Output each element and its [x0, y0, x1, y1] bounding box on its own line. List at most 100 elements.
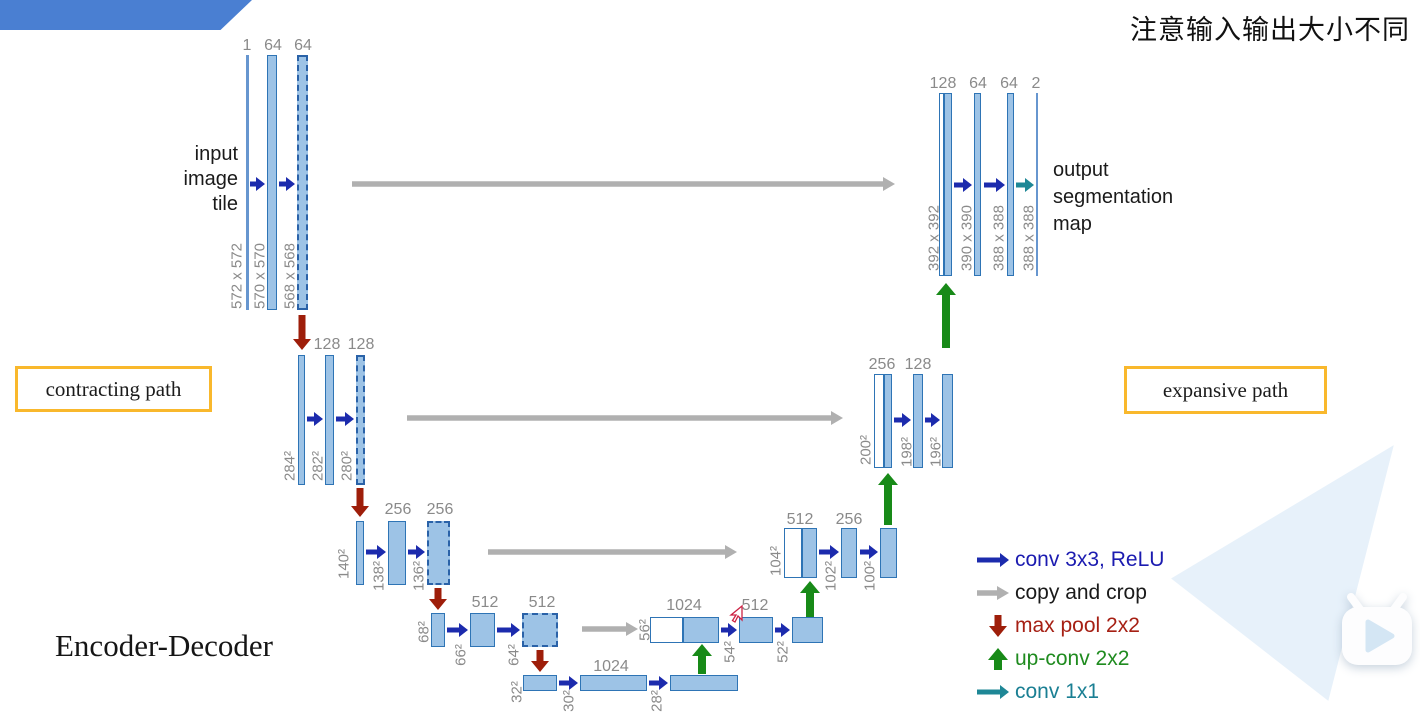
conv-arrow [649, 676, 668, 690]
feature-map-box [739, 617, 773, 643]
channel-count-label: 256 [426, 501, 454, 518]
legend-label: conv 1x1 [1015, 679, 1100, 703]
feature-map-box [974, 93, 981, 276]
legend-label: up-conv 2x2 [1015, 646, 1130, 670]
spatial-size-label: 102² [822, 560, 840, 592]
spatial-size-label: 282² [309, 450, 327, 482]
conv-arrow [775, 623, 790, 637]
channel-count-label: 256 [868, 356, 896, 373]
feature-map-box [431, 613, 445, 647]
output-segmentation-map-label: output segmentation map [1053, 157, 1173, 238]
spatial-size-label: 388 x 388 [990, 205, 1008, 271]
output-label-line: output [1053, 159, 1109, 181]
legend-item-conv1: conv 1x1 [972, 675, 1164, 708]
tv-play-icon [1342, 593, 1412, 665]
conv-arrow [819, 545, 839, 559]
channel-count-label: 128 [313, 336, 341, 353]
feature-map-box [670, 675, 738, 691]
mouse-cursor-shape [729, 604, 743, 623]
spatial-size-label: 568 x 568 [281, 243, 299, 309]
conv1x1-arrow-icon [972, 677, 1012, 707]
legend-item-up: up-conv 2x2 [972, 642, 1164, 675]
input-image-tile-label: input image tile [120, 142, 238, 217]
spatial-size-label: 56² [636, 619, 654, 641]
channel-count-label: 512 [741, 597, 769, 614]
legend-item-pool: max pool 2x2 [972, 609, 1164, 642]
feature-map-box [802, 528, 817, 578]
feature-map-box [784, 528, 802, 578]
conv-arrow [925, 413, 940, 427]
feature-map-box [580, 675, 647, 691]
channel-count-label: 128 [929, 75, 957, 92]
feature-map-box [880, 528, 897, 578]
channel-count-label: 64 [969, 75, 987, 92]
legend-item-conv: conv 3x3, ReLU [972, 543, 1164, 576]
max-pool-arrow [293, 315, 311, 350]
conv-arrow [307, 412, 323, 426]
conv-arrow [336, 412, 354, 426]
up-conv-arrow [878, 473, 898, 525]
channel-count-label: 2 [1031, 75, 1041, 92]
channel-count-label: 256 [835, 511, 863, 528]
spatial-size-label: 198² [898, 436, 916, 468]
expansive-path-label: expansive path [1124, 366, 1327, 414]
legend-label: conv 3x3, ReLU [1015, 547, 1165, 571]
conv-arrow [279, 177, 295, 191]
feature-map-box [427, 521, 450, 585]
feature-map-box [874, 374, 884, 468]
spatial-size-label: 136² [410, 560, 428, 592]
feature-map-box [942, 374, 953, 468]
spatial-size-label: 572 x 572 [228, 243, 246, 309]
feature-map-box [298, 355, 305, 485]
contracting-path-text: contracting path [45, 376, 182, 401]
channel-count-label: 512 [786, 511, 814, 528]
spatial-size-label: 280² [338, 450, 356, 482]
feature-map-box [884, 374, 892, 468]
feature-map-box [470, 613, 495, 647]
up-conv-arrow [988, 647, 1008, 670]
feature-map-box [267, 55, 277, 310]
feature-map-box [841, 528, 857, 578]
conv-arrow [366, 545, 386, 559]
spatial-size-label: 32² [508, 681, 526, 703]
feature-map-box [944, 93, 952, 276]
conv-arrow [559, 676, 578, 690]
legend-label: copy and crop [1015, 580, 1147, 604]
max-pool-arrow [989, 614, 1007, 637]
feature-map-box [792, 617, 823, 643]
conv-arrow [984, 178, 1005, 192]
copy-crop-arrow [407, 411, 843, 425]
conv-arrow-icon [972, 545, 1012, 575]
feature-map-box [325, 355, 334, 485]
max-pool-arrow [429, 588, 447, 610]
channel-count-label: 64 [294, 37, 312, 54]
feature-map-box [939, 93, 944, 276]
conv-arrow [408, 545, 425, 559]
feature-map-box [356, 355, 365, 485]
feature-map-box [913, 374, 923, 468]
conv-arrow [977, 552, 1009, 567]
conv-arrow [954, 178, 972, 192]
spatial-size-label: 28² [648, 690, 666, 712]
input-label-line: input [194, 143, 238, 165]
cn-annotation: 注意输入输出大小不同 [1130, 15, 1410, 45]
channel-count-label: 128 [904, 356, 932, 373]
max-pool-arrow-icon [972, 611, 1012, 641]
spatial-size-label: 68² [415, 621, 433, 643]
conv-arrow [860, 545, 878, 559]
conv-arrow [894, 413, 911, 427]
feature-map-box [523, 675, 557, 691]
spatial-size-label: 64² [505, 644, 523, 666]
channel-count-label: 256 [384, 501, 412, 518]
copy-crop-arrow [977, 585, 1009, 600]
copy-crop-arrow-icon [972, 578, 1012, 608]
feature-map-box [650, 617, 683, 643]
output-label-line: map [1053, 213, 1092, 235]
channel-count-label: 1 [242, 37, 252, 54]
feature-map-box [388, 521, 406, 585]
copy-crop-arrow [352, 177, 895, 191]
spatial-size-label: 388 x 388 [1020, 205, 1038, 271]
feature-map-box [522, 613, 558, 647]
